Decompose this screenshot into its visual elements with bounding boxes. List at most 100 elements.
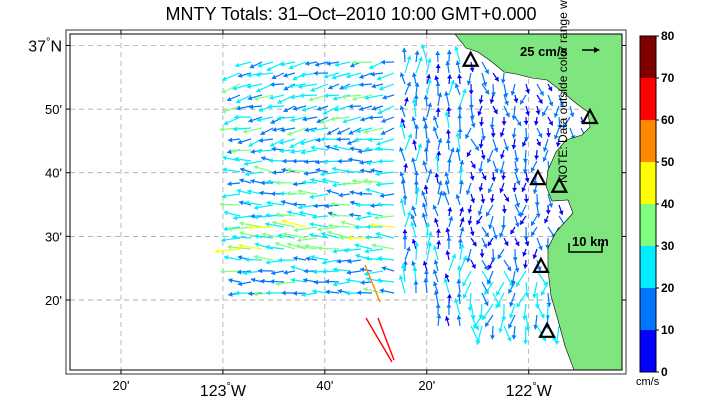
current-vector-head xyxy=(374,215,379,221)
current-vector-head xyxy=(435,64,441,69)
current-vector-head xyxy=(256,87,261,93)
current-vector-head xyxy=(437,180,443,186)
current-vector-head xyxy=(533,121,539,126)
current-vector-head xyxy=(221,88,227,94)
current-vector-head xyxy=(375,231,381,237)
current-vector-head xyxy=(313,70,318,76)
current-vector-head xyxy=(380,59,385,65)
current-vector-head xyxy=(330,116,335,122)
current-vector-head xyxy=(339,235,344,241)
current-vector-head xyxy=(403,97,409,102)
saturation-note: NOTE: Data outside color range will be s… xyxy=(555,0,570,183)
current-vector-head xyxy=(414,242,420,247)
current-vector-head xyxy=(468,90,474,95)
current-vector-head xyxy=(415,187,421,192)
current-vector-head xyxy=(503,92,509,98)
current-vector-head xyxy=(232,126,238,132)
current-vector-head xyxy=(364,146,369,152)
current-vector-head xyxy=(536,266,542,271)
current-vector-head xyxy=(553,112,559,118)
current-vector-head xyxy=(297,204,303,210)
current-vector-head xyxy=(413,280,419,285)
current-vector-head xyxy=(445,60,451,66)
current-vector-head xyxy=(274,241,280,247)
current-vector-head xyxy=(424,269,429,275)
current-vector-head xyxy=(569,112,575,118)
current-vector-head xyxy=(223,120,229,126)
current-vector-head xyxy=(536,141,541,147)
current-vector-head xyxy=(287,210,292,215)
current-vector-head xyxy=(451,253,457,259)
current-vector-head xyxy=(438,190,444,196)
current-vector-head xyxy=(447,207,453,212)
current-vector-head xyxy=(325,289,330,295)
current-vector-head xyxy=(292,290,297,296)
current-vector-head xyxy=(265,244,270,250)
current-vector-head xyxy=(375,146,380,152)
current-vector-head xyxy=(534,304,540,309)
current-vector-head xyxy=(445,227,451,233)
coastline-land xyxy=(454,33,623,371)
current-vector-head xyxy=(247,95,253,101)
current-vector-head xyxy=(301,292,306,298)
current-vector-head xyxy=(227,149,232,155)
current-vector-head xyxy=(511,115,517,120)
lon-tick-label: 122°W xyxy=(506,381,553,400)
current-vector-head xyxy=(422,160,428,166)
current-vector-head xyxy=(220,269,225,275)
current-vector-head xyxy=(458,167,464,172)
current-vector-head xyxy=(256,148,261,154)
current-vector-head xyxy=(228,278,233,283)
current-vector-head xyxy=(457,127,463,132)
current-vector-head xyxy=(272,170,277,176)
current-vector-head xyxy=(320,171,325,177)
current-vector-head xyxy=(348,103,353,109)
current-vector-head xyxy=(411,157,416,163)
current-vector-head xyxy=(542,147,548,152)
current-vector-head xyxy=(524,241,530,246)
colorbar-segment xyxy=(640,204,656,246)
current-vector xyxy=(365,317,393,363)
current-vector-head xyxy=(522,264,528,269)
current-vector-head xyxy=(425,138,431,143)
current-vector-head xyxy=(539,90,544,96)
current-vector-head xyxy=(223,210,229,216)
current-vector-head xyxy=(514,222,520,228)
current-vector-head xyxy=(280,127,285,133)
current-vector-head xyxy=(268,158,273,164)
current-vector-head xyxy=(292,106,298,111)
current-vector-head xyxy=(426,58,432,63)
current-vector-head xyxy=(366,224,371,230)
current-vector-head xyxy=(445,129,451,134)
current-vector-head xyxy=(347,140,352,146)
current-vector-head xyxy=(355,253,361,259)
current-vector-head xyxy=(462,256,467,261)
current-vector-head xyxy=(446,50,452,55)
current-vector-head xyxy=(490,92,496,97)
current-vector-head xyxy=(365,187,371,193)
current-vector-head xyxy=(399,171,405,177)
current-vector-head xyxy=(377,109,383,115)
current-vector-head xyxy=(435,107,441,112)
current-vector-head xyxy=(508,323,513,329)
current-vector-head xyxy=(300,149,306,155)
current-vector-head xyxy=(491,177,497,182)
current-vector-head xyxy=(513,98,519,103)
current-vector-head xyxy=(423,124,429,129)
current-vector-head xyxy=(433,259,439,265)
current-vector-head xyxy=(304,127,309,133)
current-vector-head xyxy=(446,294,452,299)
current-vector-head xyxy=(253,96,259,101)
current-vector-head xyxy=(433,218,439,223)
current-vector-head xyxy=(332,182,337,188)
station-marker xyxy=(532,256,550,274)
current-vector-head xyxy=(232,85,237,91)
current-vector-head xyxy=(258,107,264,112)
current-vector-head xyxy=(299,72,305,78)
current-vector-head xyxy=(414,82,420,87)
current-vector-head xyxy=(474,325,479,331)
current-vector-head xyxy=(423,95,429,100)
current-vector-head xyxy=(349,190,355,195)
current-vector-head xyxy=(398,275,404,280)
current-vector-head xyxy=(455,147,461,153)
